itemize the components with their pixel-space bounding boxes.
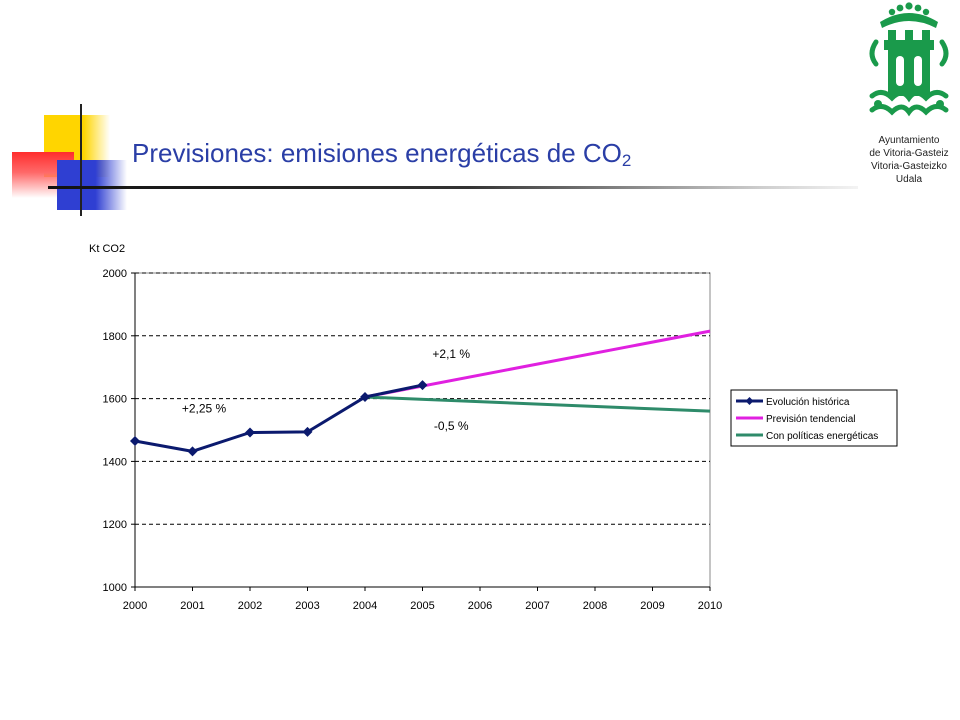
y-axis-label: Kt CO2 [89, 243, 125, 255]
legend-label-2: Previsión tendencial [766, 414, 856, 425]
page-title-text: Previsiones: emisiones energéticas de CO [132, 138, 622, 168]
logo-caption-line-1: Ayuntamiento [878, 135, 940, 146]
x-tick-label: 2002 [238, 600, 262, 612]
x-tick-label: 2010 [698, 600, 722, 612]
data-point-diamond [187, 446, 198, 457]
legend-label-1: Evolución histórica [766, 397, 850, 408]
y-tick-label: 1400 [103, 456, 127, 468]
annotation-label: +2,1 % [432, 347, 470, 361]
series-line-3 [364, 395, 711, 413]
logo-caption-line-3: Vitoria-Gasteizko [871, 161, 947, 172]
y-tick-label: 1200 [103, 519, 127, 531]
plot-area [134, 272, 711, 588]
title-underline [48, 186, 888, 189]
data-point-diamond [245, 427, 255, 438]
page-title: Previsiones: emisiones energéticas de CO… [132, 138, 631, 171]
x-tick-label: 2009 [640, 600, 664, 612]
city-coat-of-arms-logo [858, 0, 960, 196]
y-tick-label: 1600 [103, 394, 127, 406]
x-tick-label: 2004 [353, 600, 377, 612]
legend-marker [745, 397, 754, 405]
x-tick-label: 2000 [123, 600, 147, 612]
x-tick-label: 2005 [410, 600, 434, 612]
x-tick-label: 2003 [295, 600, 319, 612]
data-point-diamond [417, 380, 428, 391]
annotation-label: +2,25 % [182, 402, 227, 416]
series-line-1 [134, 383, 423, 453]
data-point-diamond [302, 426, 313, 437]
legend-label-3: Con políticas energéticas [766, 431, 878, 442]
data-point-diamond [360, 392, 370, 403]
logo-caption-line-4: Udala [895, 174, 923, 185]
x-tick-label: 2001 [180, 600, 204, 612]
x-tick-label: 2006 [468, 600, 492, 612]
y-tick-label: 1800 [103, 331, 127, 343]
annotation-label: -0,5 % [434, 419, 469, 433]
data-point-diamond [130, 435, 140, 446]
decor-blue-square [57, 160, 127, 210]
decor-vertical-line [80, 104, 82, 216]
page-title-subscript: 2 [621, 151, 632, 170]
y-tick-label: 2000 [103, 268, 127, 280]
logo-caption-line-2: de Vitoria-Gasteiz [869, 148, 949, 159]
logo-caption: Ayuntamiento de Vitoria-Gasteiz Vitoria-… [858, 134, 960, 186]
x-tick-label: 2007 [525, 600, 549, 612]
x-tick-label: 2008 [583, 600, 607, 612]
y-tick-label: 1000 [103, 582, 127, 594]
